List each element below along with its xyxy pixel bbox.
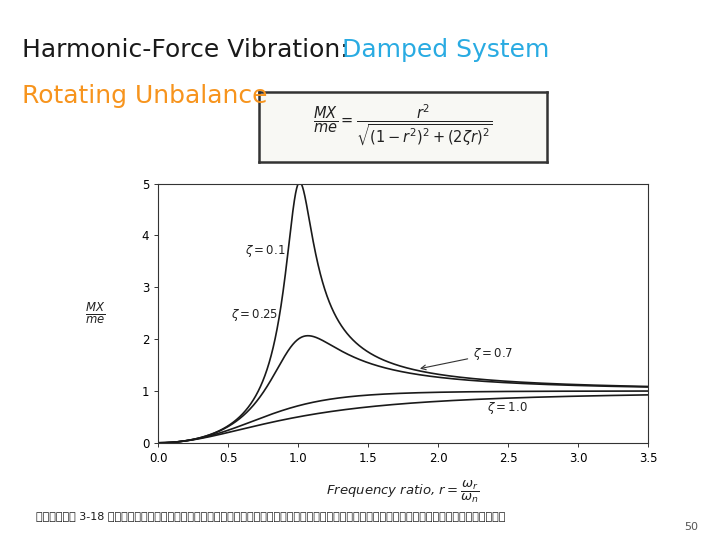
- Text: $\zeta = 0.25$: $\zeta = 0.25$: [231, 307, 279, 322]
- Text: Harmonic-Force Vibration:: Harmonic-Force Vibration:: [22, 38, 348, 62]
- Text: $\frac{MX}{me}$: $\frac{MX}{me}$: [84, 301, 105, 326]
- Text: รูปที่ 3-18 ความสัมพันธ์ระหว่างขนาดการสั่นที่เกิดขึ้นกับอัตราส่วนความถี่: รูปที่ 3-18 ความสัมพันธ์ระหว่างขนาดการสั…: [36, 511, 505, 521]
- Text: Frequency ratio, $r = \dfrac{\omega_r}{\omega_n}$: Frequency ratio, $r = \dfrac{\omega_r}{\…: [326, 478, 480, 504]
- Text: Damped System: Damped System: [342, 38, 549, 62]
- Text: Rotating Unbalance: Rotating Unbalance: [22, 84, 267, 107]
- Text: $\zeta = 1.0$: $\zeta = 1.0$: [487, 400, 528, 416]
- Text: 50: 50: [685, 522, 698, 531]
- Text: $\zeta = 0.7$: $\zeta = 0.7$: [421, 346, 513, 370]
- Text: $\zeta = 0.1$: $\zeta = 0.1$: [245, 243, 286, 259]
- Text: $\dfrac{MX}{me} = \dfrac{r^2}{\sqrt{(1-r^2)^2 + (2\zeta r)^2}}$: $\dfrac{MX}{me} = \dfrac{r^2}{\sqrt{(1-r…: [313, 103, 493, 148]
